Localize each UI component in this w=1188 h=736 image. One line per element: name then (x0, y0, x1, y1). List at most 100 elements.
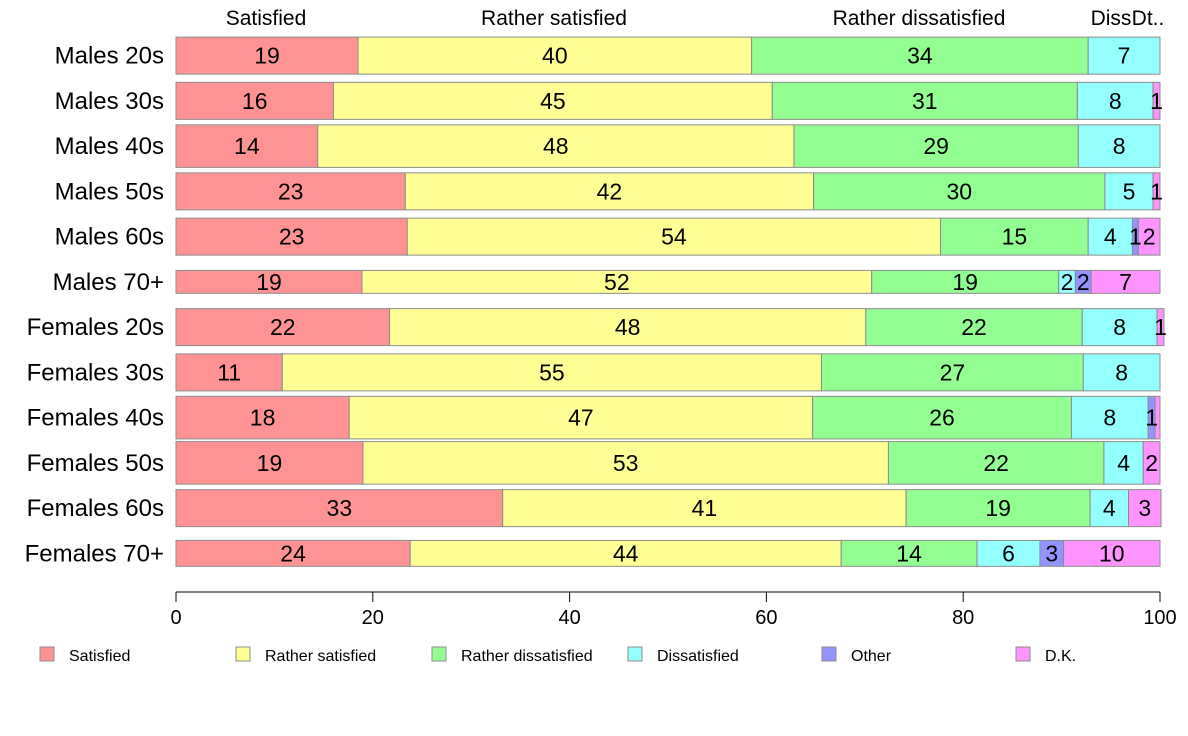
bar-d-k (1063, 539, 1161, 567)
data-label: 8 (1109, 88, 1122, 114)
bar-rather-dissatisfied (771, 81, 1078, 120)
legend-label-dissatisfied: Dissatisfied (657, 648, 739, 665)
bar-dissatisfied (1087, 217, 1133, 256)
bar-rather-satisfied (409, 539, 842, 567)
data-label: 19 (952, 269, 978, 295)
bar-d-k (1152, 172, 1161, 211)
row-label: Males 60s (55, 224, 164, 251)
data-label: 19 (985, 495, 1011, 521)
bar-dissatisfied (1089, 489, 1130, 528)
bar-rather-dissatisfied (865, 308, 1083, 347)
data-label: 3 (1138, 495, 1151, 521)
data-label: 8 (1103, 405, 1116, 431)
bar-rather-dissatisfied (793, 124, 1079, 168)
bar-satisfied (175, 489, 504, 528)
data-label: 8 (1113, 314, 1126, 340)
top-label-rather-satisfied: Rather satisfied (481, 7, 627, 30)
row-label: Males 50s (55, 178, 164, 205)
data-label: 4 (1104, 224, 1117, 250)
data-label: 45 (540, 88, 566, 114)
bar-dissatisfied (1087, 36, 1161, 75)
legend-label-d-k: D.K. (1045, 648, 1076, 665)
bar-d-k (1154, 395, 1161, 440)
bar-satisfied (175, 172, 406, 211)
top-label-diss: Diss (1091, 7, 1132, 30)
bar-d-k (1142, 441, 1161, 485)
bar-rather-satisfied (332, 81, 773, 120)
x-tick-label: 60 (755, 607, 777, 629)
bars: 19 40 34 716 45 31 8 114 48 29 823 42 30 5 123 54 15 4 1 21… (175, 36, 1167, 567)
x-axis: 0 20 40 60 80 100 (170, 591, 1177, 629)
data-label: 1 (1154, 314, 1167, 340)
data-label: 19 (256, 269, 282, 295)
bar-d-k (1152, 81, 1161, 120)
row-labels: Males 20s Males 30s Males 40s Males 50s Male… (25, 43, 164, 568)
bar-satisfied (175, 308, 391, 347)
data-label: 22 (270, 314, 296, 340)
bar-rather-dissatisfied (813, 172, 1106, 211)
data-label: 48 (543, 133, 569, 159)
bar-satisfied (175, 124, 319, 168)
data-label: 10 (1099, 540, 1125, 566)
bar-rather-satisfied (406, 217, 942, 256)
x-tick-label: 80 (952, 607, 974, 629)
row-label: Males 30s (55, 88, 164, 115)
data-label: 1 (1150, 88, 1163, 114)
data-label: 6 (1002, 540, 1015, 566)
bar-d-k (1128, 489, 1162, 528)
data-label: 1 (1150, 178, 1163, 204)
bar-satisfied (175, 395, 350, 440)
data-label: 8 (1113, 133, 1126, 159)
data-label: 14 (896, 540, 922, 566)
top-labels: Satisfied Rather satisfied Rather dissatis… (226, 7, 1165, 30)
data-label: 29 (923, 133, 949, 159)
bar-dissatisfied (1082, 353, 1161, 392)
bar-dissatisfied (1070, 395, 1149, 440)
row-label: Males 20s (55, 43, 164, 70)
data-label: 5 (1123, 178, 1136, 204)
data-label: 7 (1118, 43, 1131, 69)
x-tick-label: 0 (170, 607, 181, 629)
data-label: 19 (254, 43, 280, 69)
data-label: 7 (1119, 269, 1132, 295)
data-label: 2 (1061, 269, 1074, 295)
data-label: 1 (1145, 405, 1158, 431)
data-label: 23 (278, 178, 304, 204)
data-label: 26 (929, 405, 955, 431)
legend-label-rather-satisfied: Rather satisfied (265, 648, 376, 665)
row-label: Females 50s (27, 450, 164, 477)
bar-rather-dissatisfied (751, 36, 1089, 75)
data-label: 42 (597, 178, 623, 204)
bar-d-k (1137, 217, 1161, 256)
data-label: 44 (613, 540, 639, 566)
bar-d-k (1156, 308, 1165, 347)
legend-swatch-d-k (1015, 646, 1031, 662)
data-label: 22 (983, 450, 1009, 476)
row-label: Females 40s (27, 405, 164, 432)
top-label-rather-dissatisfied: Rather dissatisfied (833, 7, 1006, 30)
data-label: 15 (1002, 224, 1028, 250)
data-label: 4 (1103, 495, 1116, 521)
data-label: 18 (250, 405, 276, 431)
bar-rather-satisfied (281, 353, 823, 392)
data-label: 19 (257, 450, 283, 476)
legend-label-other: Other (851, 648, 892, 665)
data-label: 11 (217, 359, 241, 385)
x-tick-label: 20 (362, 607, 384, 629)
top-label-satisfied: Satisfied (226, 7, 307, 30)
legend-swatch-rather-satisfied (235, 646, 251, 662)
data-label: 8 (1115, 359, 1128, 385)
bar-rather-satisfied (317, 124, 795, 168)
data-label: 16 (242, 88, 268, 114)
data-label: 4 (1117, 450, 1130, 476)
bar-rather-dissatisfied (840, 539, 978, 567)
bar-satisfied (175, 539, 411, 567)
data-label: 40 (542, 43, 568, 69)
data-label: 53 (613, 450, 639, 476)
data-label: 33 (327, 495, 353, 521)
bar-dissatisfied (1077, 124, 1161, 168)
legend-swatch-rather-dissatisfied (431, 646, 447, 662)
data-label: 55 (539, 359, 565, 385)
bar-satisfied (175, 81, 334, 120)
